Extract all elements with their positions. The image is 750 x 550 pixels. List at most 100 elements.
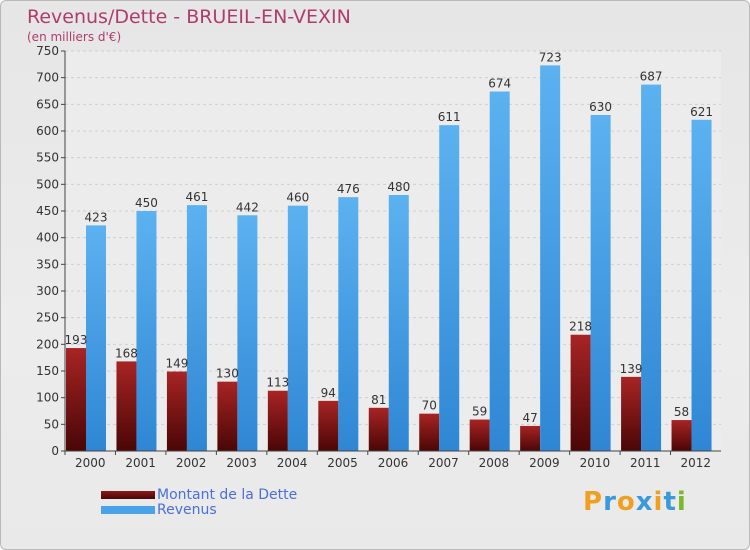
- data-label-revenue: 450: [135, 196, 158, 210]
- data-label-revenue: 630: [589, 100, 612, 114]
- bar-revenue: [489, 91, 510, 452]
- chart-subtitle: (en milliers d'€): [27, 30, 122, 44]
- bar-revenue: [237, 215, 258, 451]
- data-label-revenue: 480: [387, 180, 410, 194]
- data-label-debt: 139: [620, 362, 643, 376]
- y-tick-label: 650: [36, 97, 59, 111]
- y-tick-label: 500: [36, 177, 59, 191]
- legend-label-revenue: Revenus: [157, 501, 217, 518]
- x-tick-label: 2008: [479, 456, 510, 470]
- data-label-debt: 149: [165, 357, 188, 371]
- bar-revenue: [186, 205, 207, 451]
- logo-letter: x: [635, 487, 654, 517]
- data-label-revenue: 460: [286, 191, 309, 205]
- x-tick-label: 2007: [428, 456, 459, 470]
- bar-revenue: [691, 119, 712, 452]
- x-tick-label: 2000: [75, 456, 106, 470]
- bar-revenue: [338, 197, 359, 451]
- legend-item-debt: Montant de la Dette: [101, 486, 298, 503]
- y-tick-label: 300: [36, 284, 59, 298]
- x-tick-label: 2001: [125, 456, 156, 470]
- data-label-debt: 59: [472, 405, 487, 419]
- proxiti-logo: Proxiti: [583, 487, 687, 517]
- y-tick-label: 400: [36, 231, 59, 245]
- bar-debt: [621, 376, 642, 451]
- x-tick-label: 2006: [378, 456, 409, 470]
- data-label-debt: 58: [674, 405, 689, 419]
- bar-revenue: [86, 225, 106, 451]
- legend-swatch-revenue: [101, 505, 155, 514]
- y-tick-label: 50: [44, 417, 59, 431]
- data-label-debt: 94: [321, 386, 336, 400]
- bar-debt: [469, 419, 490, 451]
- bar-debt: [520, 425, 541, 451]
- x-tick-label: 2010: [580, 456, 611, 470]
- bar-debt: [267, 390, 288, 451]
- x-tick-label: 2003: [226, 456, 257, 470]
- data-label-revenue: 611: [438, 110, 461, 124]
- y-tick-label: 200: [36, 337, 59, 351]
- x-tick-label: 2011: [630, 456, 661, 470]
- bar-debt: [166, 371, 187, 451]
- data-label-debt: 193: [65, 333, 88, 347]
- bar-debt: [570, 334, 591, 451]
- logo-letter: r: [603, 487, 617, 517]
- bar-debt: [368, 407, 389, 451]
- bar-revenue: [641, 84, 662, 451]
- data-label-revenue: 621: [690, 105, 713, 119]
- x-tick-label: 2002: [176, 456, 207, 470]
- y-tick-label: 100: [36, 391, 59, 405]
- y-tick-label: 0: [51, 444, 59, 458]
- bar-debt: [66, 348, 86, 451]
- x-tick-label: 2004: [277, 456, 308, 470]
- bar-debt: [217, 381, 238, 451]
- data-label-debt: 113: [266, 376, 289, 390]
- legend-item-revenue: Revenus: [101, 501, 297, 518]
- data-label-debt: 70: [422, 399, 437, 413]
- bar-revenue: [540, 65, 561, 452]
- bar-debt: [671, 420, 692, 451]
- logo-letter: i: [653, 487, 664, 517]
- data-label-debt: 130: [216, 367, 239, 381]
- bar-revenue: [439, 125, 460, 451]
- x-tick-label: 2005: [327, 456, 358, 470]
- bar-revenue: [287, 205, 308, 451]
- bar-debt: [419, 413, 440, 451]
- data-label-debt: 81: [371, 393, 386, 407]
- logo-letter: o: [616, 487, 636, 517]
- legend-swatch-debt: [101, 490, 155, 499]
- x-tick-label: 2012: [680, 456, 711, 470]
- y-tick-label: 550: [36, 151, 59, 165]
- data-label-revenue: 461: [185, 190, 208, 204]
- bar-revenue: [136, 211, 157, 451]
- chart-legend: Montant de la Dette Revenus: [101, 486, 298, 518]
- bar-revenue: [388, 195, 409, 451]
- y-tick-label: 150: [36, 364, 59, 378]
- data-label-debt: 218: [569, 320, 592, 334]
- y-tick-label: 600: [36, 124, 59, 138]
- y-tick-label: 250: [36, 311, 59, 325]
- y-tick-label: 700: [36, 71, 59, 85]
- legend-label-debt: Montant de la Dette: [157, 486, 298, 503]
- y-tick-label: 350: [36, 257, 59, 271]
- data-label-debt: 168: [115, 346, 138, 360]
- logo-letter: i: [676, 487, 687, 517]
- logo-letter: P: [583, 487, 604, 517]
- x-tick-label: 2009: [529, 456, 560, 470]
- y-tick-label: 450: [36, 204, 59, 218]
- bar-revenue: [590, 115, 611, 451]
- data-label-revenue: 423: [85, 210, 108, 224]
- data-label-revenue: 476: [337, 182, 360, 196]
- bar-debt: [116, 361, 137, 451]
- chart-title: Revenus/Dette - BRUEIL-EN-VEXIN: [27, 6, 351, 28]
- data-label-revenue: 674: [488, 77, 511, 91]
- data-label-revenue: 687: [640, 70, 663, 84]
- bar-debt: [318, 400, 339, 451]
- y-tick-label: 750: [36, 44, 59, 58]
- logo-letter: t: [663, 487, 677, 517]
- data-label-revenue: 723: [539, 50, 562, 64]
- data-label-debt: 47: [523, 411, 538, 425]
- data-label-revenue: 442: [236, 200, 259, 214]
